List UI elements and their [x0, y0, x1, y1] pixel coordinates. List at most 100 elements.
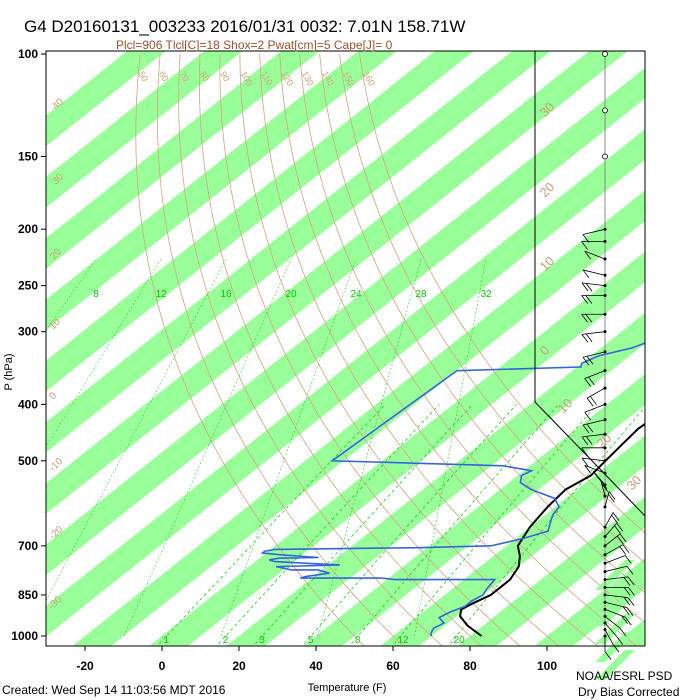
wind-barb-flag	[581, 295, 588, 304]
wind-barb-flag	[581, 334, 589, 343]
moist-adiabat-label: 8	[93, 289, 99, 300]
wind-barb	[586, 387, 606, 399]
dry-adiabat	[279, 53, 638, 646]
wind-barb-flag	[584, 378, 592, 387]
wind-barb	[604, 555, 626, 564]
wind-barb	[584, 404, 606, 413]
wind-barb	[582, 419, 606, 426]
wind-barb-flag	[585, 436, 593, 445]
mixing-ratio-label: 1	[163, 635, 169, 646]
pressure-tick-label: 250	[18, 279, 38, 293]
wet-bulb-label: 20	[537, 179, 558, 200]
dry-adiabat	[156, 53, 404, 646]
temperature-band	[46, 51, 397, 331]
wind-barb-flag	[623, 577, 631, 586]
wind-barb	[584, 370, 606, 379]
calm-marker	[602, 107, 608, 114]
wind-barb-flag	[622, 544, 630, 553]
wind-barb	[604, 622, 618, 637]
wind-barb-flag	[626, 607, 634, 616]
wind-barb-flag	[586, 356, 594, 365]
wind-barb-flag	[622, 606, 630, 615]
wind-barb-flag	[624, 555, 632, 564]
mixing-ratio-line	[391, 404, 598, 646]
wind-barb	[581, 331, 606, 335]
wind-barb-flag	[585, 295, 593, 304]
moist-adiabat-label: 12	[155, 289, 167, 300]
wind-barb-flag	[584, 411, 592, 421]
moist-adiabats	[46, 258, 487, 637]
wind-barb-flag	[619, 533, 627, 543]
pressure-tick-label: 400	[18, 397, 38, 411]
moist-adiabat-label: 28	[415, 289, 427, 300]
mixing-ratio-label: 3	[259, 635, 265, 646]
wind-barb-flag	[585, 314, 593, 323]
wind-barb-flag	[623, 596, 631, 606]
wind-barb	[582, 351, 606, 358]
created-timestamp: Created: Wed Sep 14 11:03:56 MDT 2016	[2, 683, 226, 697]
mixing-ratio-label: 2	[223, 635, 229, 646]
wind-barb-flag	[595, 473, 602, 483]
dry-adiabat-label: 60	[157, 69, 171, 83]
temperature-tick-label: -20	[76, 659, 94, 673]
moist-adiabat	[317, 258, 422, 637]
temperature-band	[46, 51, 551, 453]
wind-barb-flag	[581, 457, 589, 467]
wind-barb-flag	[624, 616, 632, 626]
wind-barb-flag	[581, 447, 588, 457]
moist-adiabat-label: 20	[285, 289, 297, 300]
wind-barb-flag	[584, 465, 592, 474]
pressure-tick-label: 100	[18, 47, 38, 61]
wind-barb-flag	[582, 424, 590, 434]
dry-adiabat	[198, 53, 482, 646]
temperature-band	[226, 312, 645, 646]
wind-barb	[581, 282, 606, 286]
mixing-ratio-line	[156, 404, 386, 646]
temperature-bands	[46, 51, 645, 646]
moist-adiabat	[220, 258, 357, 637]
wind-barb-flag	[601, 483, 608, 492]
wind-barb-flag	[585, 283, 593, 292]
temperature-profile	[459, 422, 645, 637]
pressure-tick-label: 700	[18, 539, 38, 553]
wind-barb	[604, 512, 614, 528]
temperature-tick-label: 20	[232, 659, 246, 673]
mixing-ratio-lines: 1 2 3 5 8 12 20	[156, 404, 645, 646]
wind-barb	[604, 522, 618, 537]
wind-barb-flag	[585, 333, 593, 343]
y-axis-label: P (hPa)	[3, 353, 15, 390]
temperature-band	[46, 51, 628, 514]
mixing-ratio-label: 12	[398, 635, 410, 646]
mixing-ratio-label: 5	[308, 635, 314, 646]
wind-barb	[582, 269, 606, 276]
pressure-tick-label: 850	[18, 588, 38, 602]
edge-label: 0	[47, 390, 59, 402]
wind-barb-flag	[581, 241, 588, 250]
wind-barb-flag	[627, 576, 635, 586]
dry-adiabat	[259, 53, 599, 646]
x-axis-label: Temperature (F)	[308, 682, 387, 694]
wind-barb	[604, 565, 628, 572]
mixing-ratio-line	[301, 404, 517, 646]
chart-title: G4 D20160131_003233 2016/01/31 0032: 7.0…	[24, 17, 465, 36]
dry-adiabat-label: 50	[137, 69, 151, 83]
wind-barb-flag	[612, 512, 620, 521]
dry-adiabat	[339, 53, 645, 564]
wind-barb	[581, 433, 606, 438]
temperature-band	[46, 51, 474, 392]
dry-adiabat	[178, 53, 443, 646]
dry-adiabat	[319, 53, 645, 594]
wind-barb-flag	[611, 514, 618, 524]
temperature-axis: -20 0 20 40 60 80 100	[76, 646, 557, 673]
wind-barb-flag	[621, 615, 628, 625]
wind-barb-flag	[589, 396, 597, 405]
moist-adiabat-label: 16	[220, 289, 232, 300]
dry-adiabat-label: 90	[218, 69, 232, 83]
mixing-ratio-label: 8	[355, 635, 361, 646]
wind-barb-flag	[608, 491, 616, 500]
wind-barb-flag	[619, 628, 627, 637]
pressure-tick-label: 1000	[11, 629, 38, 643]
pressure-tick-label: 500	[18, 454, 38, 468]
dry-adiabat-label: 160	[361, 69, 377, 87]
